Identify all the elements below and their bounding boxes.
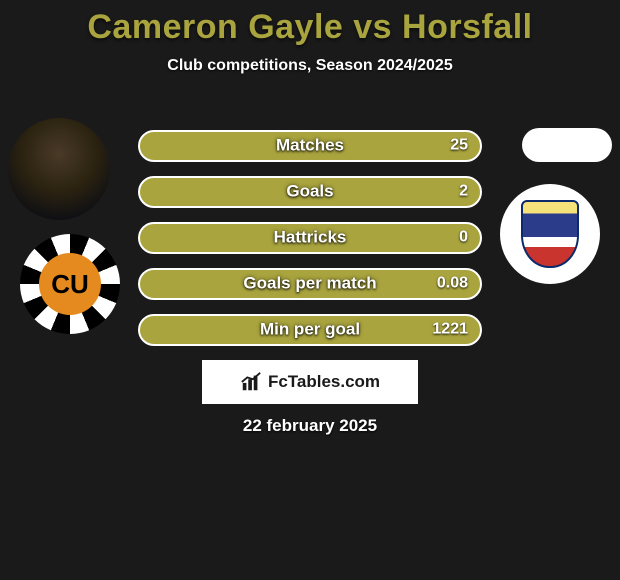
stat-label: Goals	[140, 182, 480, 202]
stat-value-right: 0.08	[437, 275, 468, 293]
stat-value-right: 0	[459, 229, 468, 247]
player-left-avatar	[8, 118, 110, 220]
club-badge-icon: CU	[20, 234, 120, 334]
stat-label: Min per goal	[140, 320, 480, 340]
infographic-root: Cameron Gayle vs Horsfall Club competiti…	[0, 8, 620, 580]
stat-bar: Min per goal 1221	[138, 314, 482, 346]
watermark: FcTables.com	[202, 360, 418, 404]
stats-bars: Matches 25 Goals 2 Hattricks 0 Goals per…	[138, 130, 482, 360]
stat-value-right: 25	[450, 137, 468, 155]
stat-value-right: 1221	[432, 321, 468, 339]
club-badge-icon	[500, 184, 600, 284]
player-photo-icon	[8, 118, 110, 220]
date-text: 22 february 2025	[0, 416, 620, 436]
stat-label: Goals per match	[140, 274, 480, 294]
club-right-badge	[500, 184, 600, 284]
player-right-avatar	[522, 128, 612, 162]
stat-value-right: 2	[459, 183, 468, 201]
stat-label: Matches	[140, 136, 480, 156]
stat-bar: Matches 25	[138, 130, 482, 162]
page-title: Cameron Gayle vs Horsfall	[0, 8, 620, 47]
stat-bar: Hattricks 0	[138, 222, 482, 254]
subtitle: Club competitions, Season 2024/2025	[0, 57, 620, 75]
bar-chart-icon	[240, 371, 262, 393]
shield-icon	[521, 200, 579, 268]
stat-label: Hattricks	[140, 228, 480, 248]
stat-bar: Goals per match 0.08	[138, 268, 482, 300]
club-left-badge: CU	[20, 234, 120, 334]
watermark-text: FcTables.com	[268, 372, 380, 392]
club-left-abbr: CU	[39, 253, 101, 315]
stat-bar: Goals 2	[138, 176, 482, 208]
